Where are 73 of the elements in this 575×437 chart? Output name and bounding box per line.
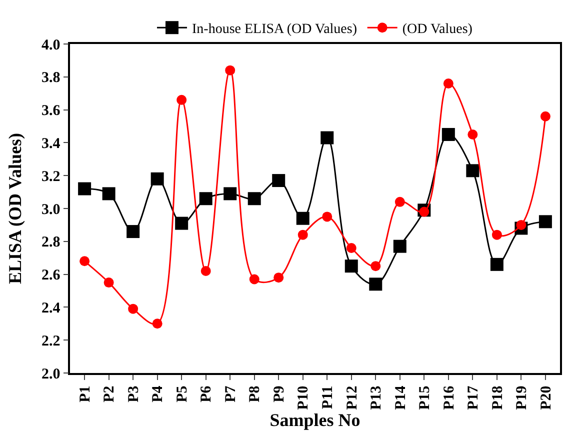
point (80, 256, 90, 266)
point (442, 128, 455, 141)
point (274, 272, 284, 283)
y-tick-label: 3.2 (42, 168, 60, 185)
y-tick-label: 4.0 (42, 37, 60, 54)
point (248, 192, 261, 206)
y-tick-label: 3.8 (42, 70, 60, 86)
point (516, 220, 526, 230)
y-tick-label: 3.6 (42, 103, 61, 120)
x-tick-label: P13 (368, 386, 385, 410)
x-tick-label: P14 (392, 385, 409, 410)
y-axis-title: ELISA (OD Values) (5, 132, 26, 284)
point (78, 182, 92, 196)
legend-label: (OD Values) (402, 22, 473, 38)
point (443, 78, 454, 88)
point (468, 129, 478, 140)
x-tick-label: P4 (150, 385, 166, 402)
legend-label: In-house ELISA (OD Values) (192, 22, 358, 38)
point (346, 242, 356, 253)
point (296, 212, 310, 225)
x-tick-label: P9 (271, 386, 288, 402)
x-tick-label: P11 (320, 386, 336, 410)
point (419, 206, 430, 217)
point (393, 240, 406, 253)
x-tick-label: P6 (198, 385, 215, 402)
point (490, 258, 504, 271)
x-tick-label: P20 (538, 386, 554, 410)
point (175, 216, 188, 230)
point (152, 318, 162, 329)
point (538, 215, 552, 228)
x-axis-title: Samples No (270, 410, 360, 430)
x-tick-label: P8 (247, 386, 264, 402)
x-tick-label: P17 (466, 385, 482, 410)
point (320, 131, 334, 144)
y-tick-label: 2.2 (42, 333, 60, 350)
x-tick-label: P15 (417, 386, 434, 410)
y-tick-label: 2.4 (42, 300, 61, 316)
y-tick-label: 2.8 (42, 234, 60, 251)
x-tick-label: P1 (77, 386, 94, 402)
y-tick-label: 2.6 (42, 268, 61, 284)
point (249, 274, 260, 284)
point (199, 192, 212, 206)
y-tick-label: 3.4 (42, 136, 61, 152)
x-tick-label: P16 (441, 385, 458, 410)
x-tick-label: P3 (126, 386, 142, 402)
point (225, 65, 236, 76)
point (272, 174, 286, 188)
point (540, 111, 550, 122)
point (176, 94, 187, 105)
point (394, 196, 405, 207)
x-tick-label: P5 (174, 386, 190, 402)
point (200, 266, 211, 276)
x-tick-label: P12 (344, 386, 360, 410)
point (224, 187, 237, 200)
point (150, 172, 164, 186)
point (344, 260, 358, 273)
point (128, 304, 138, 314)
y-tick-label: 2.0 (42, 366, 60, 382)
point (126, 225, 140, 238)
x-tick-label: P2 (102, 386, 118, 402)
point (322, 212, 332, 222)
x-tick-label: P10 (296, 386, 312, 410)
x-tick-label: P19 (514, 386, 530, 410)
point (370, 261, 381, 272)
x-tick-label: P7 (222, 385, 239, 402)
point (298, 230, 308, 240)
point (492, 230, 502, 240)
point (369, 278, 382, 291)
point (102, 187, 116, 200)
point (104, 278, 114, 288)
y-tick-label: 3.0 (42, 202, 60, 218)
point (466, 164, 480, 178)
x-tick-label: P18 (490, 386, 506, 410)
